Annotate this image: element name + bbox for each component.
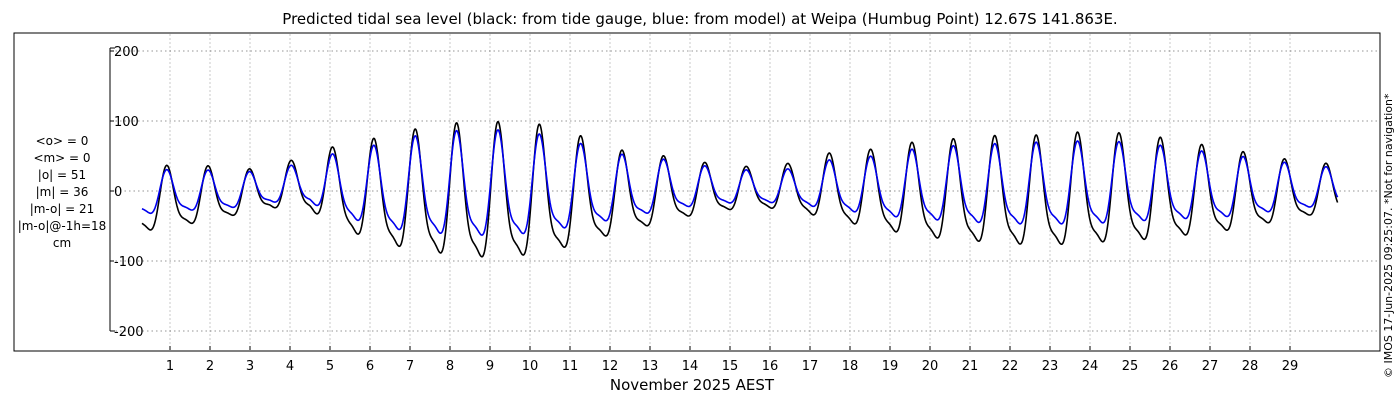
x-tick-label: 7	[406, 359, 414, 374]
x-tick-label: 14	[682, 359, 699, 374]
statistics-block: <o> = 0 <m> = 0 |o| = 51 |m| = 36 |m-o| …	[18, 134, 107, 250]
x-tick-label: 29	[1282, 359, 1299, 374]
y-tick-labels: -200 -100 0 100 200	[110, 45, 144, 340]
x-tick-label: 1	[166, 359, 174, 374]
x-tick-label: 28	[1242, 359, 1259, 374]
x-tick-label: 13	[642, 359, 659, 374]
x-tick-label: 8	[446, 359, 454, 374]
stat-abs-observed: |o| = 51	[38, 168, 86, 182]
x-tick-label: 16	[762, 359, 779, 374]
stat-abs-diff-lag: |m-o|@-1h=18	[18, 219, 107, 233]
x-tick-label: 5	[326, 359, 334, 374]
x-tick-label: 12	[602, 359, 619, 374]
x-tick-label: 11	[562, 359, 579, 374]
x-tick-label: 4	[286, 359, 294, 374]
x-tick-label: 3	[246, 359, 254, 374]
x-tick-label: 19	[882, 359, 899, 374]
x-tick-label: 15	[722, 359, 739, 374]
stat-abs-model: |m| = 36	[36, 185, 89, 199]
x-tick-label: 24	[1082, 359, 1099, 374]
y-tick-label: 100	[114, 115, 139, 130]
x-tick-label: 17	[802, 359, 819, 374]
y-tick-label: -200	[114, 325, 144, 340]
x-tick-label: 26	[1162, 359, 1179, 374]
chart-title: Predicted tidal sea level (black: from t…	[282, 10, 1117, 28]
x-tick-label: 21	[962, 359, 979, 374]
series-line-model	[141, 128, 1339, 236]
x-tick-label: 22	[1002, 359, 1019, 374]
x-tick-label: 9	[486, 359, 494, 374]
copyright-credit: © IMOS 17-Jun-2025 09:25:07. *Not for na…	[1382, 93, 1395, 378]
x-tick-label: 23	[1042, 359, 1059, 374]
stat-units: cm	[53, 236, 71, 250]
x-tick-label: 25	[1122, 359, 1139, 374]
y-tick-label: -100	[114, 255, 144, 270]
stat-abs-diff: |m-o| = 21	[30, 202, 95, 216]
stat-mean-observed: <o> = 0	[36, 134, 89, 148]
y-tick-label: 200	[114, 45, 139, 60]
x-tick-label: 2	[206, 359, 214, 374]
x-tick-label: 18	[842, 359, 859, 374]
x-tick-label: 20	[922, 359, 939, 374]
y-tick-label: 0	[114, 185, 122, 200]
outer-frame	[13, 32, 1381, 352]
x-tick-label: 6	[366, 359, 374, 374]
stat-mean-model: <m> = 0	[33, 151, 90, 165]
x-tick-labels: 1 2 3 4 5 6 7 8 9 10 11 12 13 14 15 16 17 18 19 20 21 22 23 24 2…	[166, 346, 1298, 374]
x-tick-label: 10	[522, 359, 539, 374]
x-axis-label: November 2025 AEST	[610, 376, 775, 394]
x-tick-label: 27	[1202, 359, 1219, 374]
